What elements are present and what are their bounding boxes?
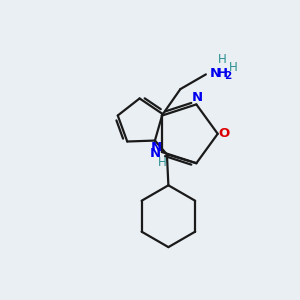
- Text: H: H: [158, 156, 167, 169]
- Text: N: N: [191, 92, 203, 104]
- Text: N: N: [209, 67, 220, 80]
- Text: 2: 2: [224, 71, 232, 81]
- Text: N: N: [150, 147, 161, 160]
- Text: O: O: [219, 127, 230, 140]
- Text: H: H: [217, 67, 228, 80]
- Text: H: H: [218, 52, 226, 66]
- Text: H: H: [229, 61, 237, 74]
- Text: N: N: [151, 141, 162, 154]
